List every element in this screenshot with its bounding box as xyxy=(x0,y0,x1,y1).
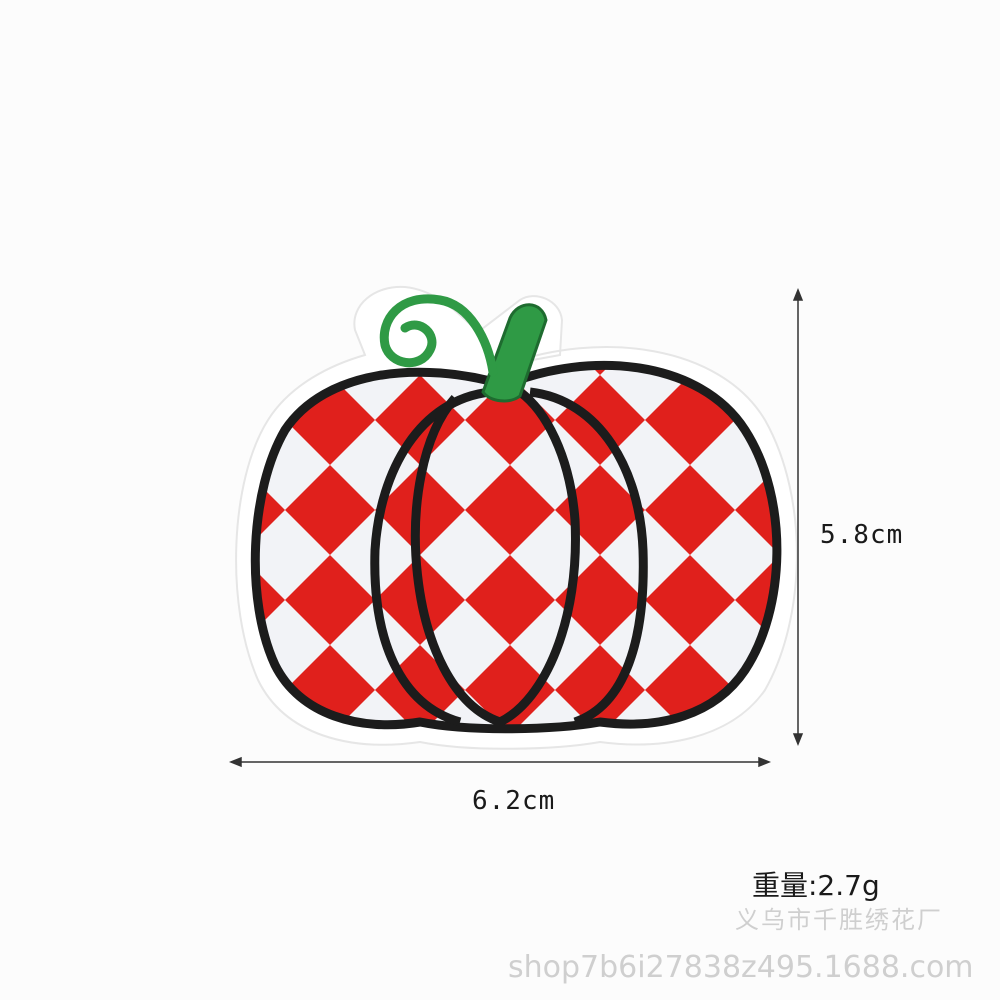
watermark-shop-url: shop7b6i27838z495.1688.com xyxy=(508,950,974,985)
pumpkin-body xyxy=(255,365,777,729)
pumpkin-outline xyxy=(250,360,782,734)
width-dimension-arrow xyxy=(228,756,772,768)
weight-label: 重量:2.7g xyxy=(752,869,880,902)
height-label: 5.8cm xyxy=(820,520,904,550)
stem xyxy=(481,303,548,403)
vine-curl xyxy=(379,294,498,377)
width-label: 6.2cm xyxy=(472,786,556,816)
height-dimension-arrow xyxy=(792,287,804,747)
watermark-shop-name: 义乌市千胜绣花厂 xyxy=(735,906,943,934)
